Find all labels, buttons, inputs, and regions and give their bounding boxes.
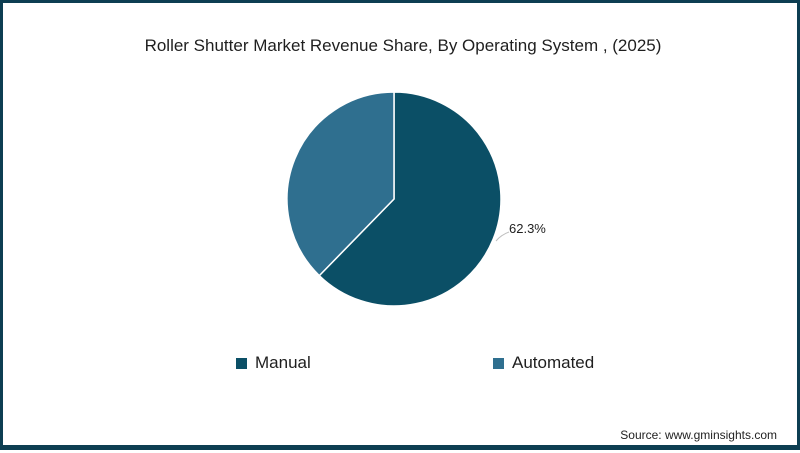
legend-item-manual[interactable]: Manual xyxy=(236,353,311,373)
legend: Manual Automated xyxy=(3,353,800,377)
pie-slice-automated[interactable] xyxy=(286,91,395,277)
legend-swatch-automated xyxy=(493,357,504,369)
legend-label-manual: Manual xyxy=(255,353,311,372)
chart-title: Roller Shutter Market Revenue Share, By … xyxy=(144,36,662,55)
legend-swatch-manual xyxy=(236,357,247,369)
leader-line xyxy=(495,231,510,242)
pie-slice-manual[interactable] xyxy=(318,91,502,307)
legend-label-automated: Automated xyxy=(512,353,595,372)
source-note: Source: www.gminsights.com xyxy=(620,428,777,442)
pie-chart xyxy=(286,91,510,307)
legend-item-automated[interactable]: Automated xyxy=(493,353,594,373)
data-label-manual: 62.3% xyxy=(509,221,546,236)
